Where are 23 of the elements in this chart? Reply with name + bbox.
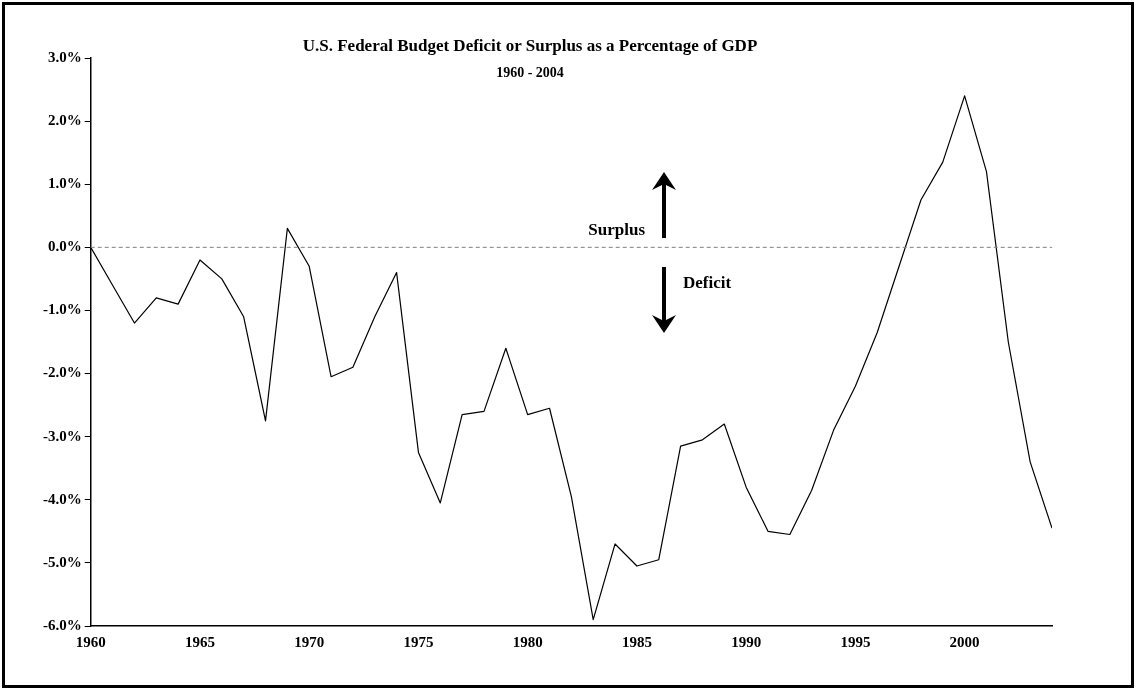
- y-tick-label: -6.0%: [43, 616, 82, 633]
- y-tick-label: 0.0%: [48, 238, 82, 255]
- chart-subtitle: 1960 - 2004: [496, 64, 564, 80]
- x-tick-label: 1990: [731, 633, 762, 650]
- x-tick-label: 1960: [75, 633, 106, 650]
- x-tick-label: 1995: [840, 633, 871, 650]
- x-tick-label: 1970: [294, 633, 325, 650]
- y-tick-label: 3.0%: [48, 48, 82, 65]
- x-tick-label: 1965: [184, 633, 215, 650]
- x-tick-label: 1980: [512, 633, 543, 650]
- x-tick-label: 1975: [403, 633, 434, 650]
- y-tick-label: -2.0%: [43, 364, 82, 381]
- annotation: Surplus: [588, 220, 646, 240]
- y-tick-label: 1.0%: [48, 175, 82, 192]
- y-tick-label: -1.0%: [43, 301, 82, 318]
- y-tick-label: -3.0%: [43, 427, 82, 444]
- x-tick-label: 2000: [949, 633, 980, 650]
- y-tick-label: -5.0%: [43, 553, 82, 570]
- y-tick-label: -4.0%: [43, 490, 82, 507]
- x-tick-label: 1985: [621, 633, 652, 650]
- chart-title: U.S. Federal Budget Deficit or Surplus as a Percentage of GDP: [302, 36, 758, 56]
- annotation: Deficit: [683, 273, 732, 293]
- y-tick-label: 2.0%: [48, 111, 82, 128]
